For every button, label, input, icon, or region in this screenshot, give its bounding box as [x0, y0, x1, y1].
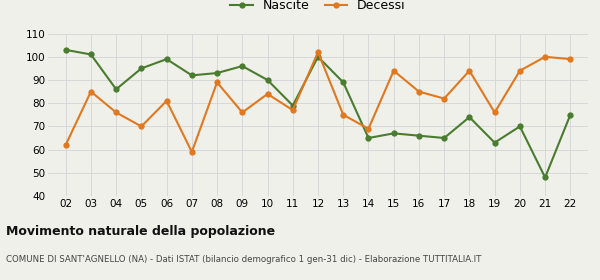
Decessi [567, 57, 574, 61]
Nascite [188, 74, 196, 77]
Nascite [289, 104, 296, 107]
Decessi [188, 150, 196, 154]
Decessi [466, 69, 473, 73]
Nascite [415, 134, 422, 137]
Line: Nascite: Nascite [63, 47, 573, 180]
Decessi [542, 55, 549, 59]
Decessi [163, 99, 170, 102]
Nascite [239, 64, 246, 68]
Nascite [113, 88, 120, 91]
Nascite [87, 53, 94, 56]
Nascite [62, 48, 69, 52]
Decessi [113, 111, 120, 114]
Decessi [239, 111, 246, 114]
Decessi [289, 108, 296, 112]
Decessi [87, 90, 94, 93]
Nascite [542, 176, 549, 179]
Nascite [440, 136, 448, 140]
Decessi [138, 125, 145, 128]
Decessi [365, 127, 372, 130]
Nascite [163, 57, 170, 61]
Decessi [264, 92, 271, 95]
Nascite [567, 113, 574, 116]
Text: Movimento naturale della popolazione: Movimento naturale della popolazione [6, 225, 275, 238]
Nascite [491, 141, 498, 144]
Decessi [340, 113, 347, 116]
Decessi [314, 50, 322, 54]
Nascite [516, 125, 523, 128]
Nascite [314, 55, 322, 59]
Line: Decessi: Decessi [63, 50, 573, 154]
Nascite [390, 132, 397, 135]
Legend: Nascite, Decessi: Nascite, Decessi [226, 0, 410, 17]
Decessi [390, 69, 397, 73]
Nascite [264, 78, 271, 82]
Nascite [340, 81, 347, 84]
Decessi [62, 143, 69, 147]
Decessi [491, 111, 498, 114]
Nascite [214, 71, 221, 75]
Decessi [214, 81, 221, 84]
Decessi [440, 97, 448, 100]
Nascite [466, 115, 473, 119]
Decessi [516, 69, 523, 73]
Text: COMUNE DI SANT'AGNELLO (NA) - Dati ISTAT (bilancio demografico 1 gen-31 dic) - E: COMUNE DI SANT'AGNELLO (NA) - Dati ISTAT… [6, 255, 481, 264]
Decessi [415, 90, 422, 93]
Nascite [138, 67, 145, 70]
Nascite [365, 136, 372, 140]
